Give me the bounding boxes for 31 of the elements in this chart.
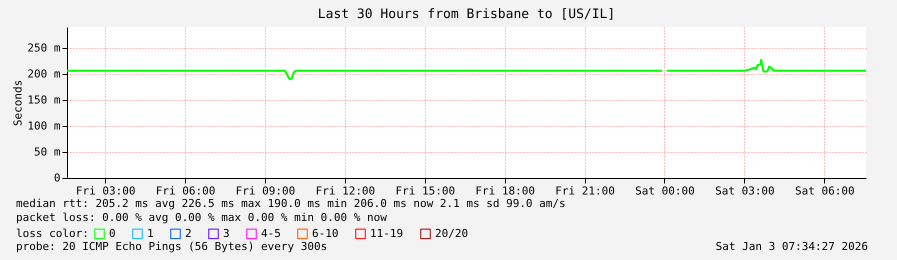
y-tick-label: 0	[54, 172, 60, 184]
legend-title: loss color:	[16, 227, 89, 240]
x-tick-label: Fri 09:00	[236, 184, 296, 198]
text: packet loss: 0.00 % avg 0.00 % max 0.00 % min 0.00 % now	[16, 211, 388, 224]
y-tick-label: 150 m	[27, 93, 61, 106]
chart-title: Last 30 Hours from Brisbane to [US/IL]	[318, 7, 616, 22]
legend-label: 1	[147, 226, 154, 240]
legend-label: 20/20	[435, 226, 468, 240]
legend-label: 3	[223, 226, 230, 240]
y-tick-label: 250 m	[27, 41, 61, 54]
y-axis-title: Seconds	[11, 80, 24, 126]
x-tick-label: Sat 00:00	[635, 184, 695, 198]
legend-label: 4-5	[261, 226, 281, 240]
x-tick-label: Fri 12:00	[316, 184, 376, 198]
y-tick-label: 200 m	[27, 67, 61, 80]
y-tick-label: 100 m	[27, 119, 61, 132]
legend-label: 0	[109, 226, 116, 240]
text: median rtt: 205.2 ms avg 226.5 ms max 190.0 ms min 206.0 ms now 2.1 ms sd 99.0 am/s	[16, 197, 566, 210]
x-tick-label: Fri 15:00	[395, 184, 456, 198]
x-tick-label: Fri 06:00	[156, 184, 216, 198]
x-tick-label: Fri 18:00	[475, 184, 535, 198]
y-tick-label: 50 m	[34, 145, 61, 158]
x-tick-label: Sat 06:00	[794, 184, 855, 198]
text: probe: 20 ICMP Echo Pings (56 Bytes) every 300s	[16, 240, 328, 253]
text: Sat Jan 3 07:34:27 2026	[716, 240, 868, 253]
legend-label: 11-19	[370, 226, 404, 240]
legend-label: 2	[185, 226, 192, 240]
x-tick-label: Fri 03:00	[76, 184, 136, 198]
legend-label: 6-10	[312, 226, 338, 240]
x-tick-label: Sat 03:00	[715, 184, 775, 198]
x-tick-label: Fri 21:00	[555, 184, 615, 198]
